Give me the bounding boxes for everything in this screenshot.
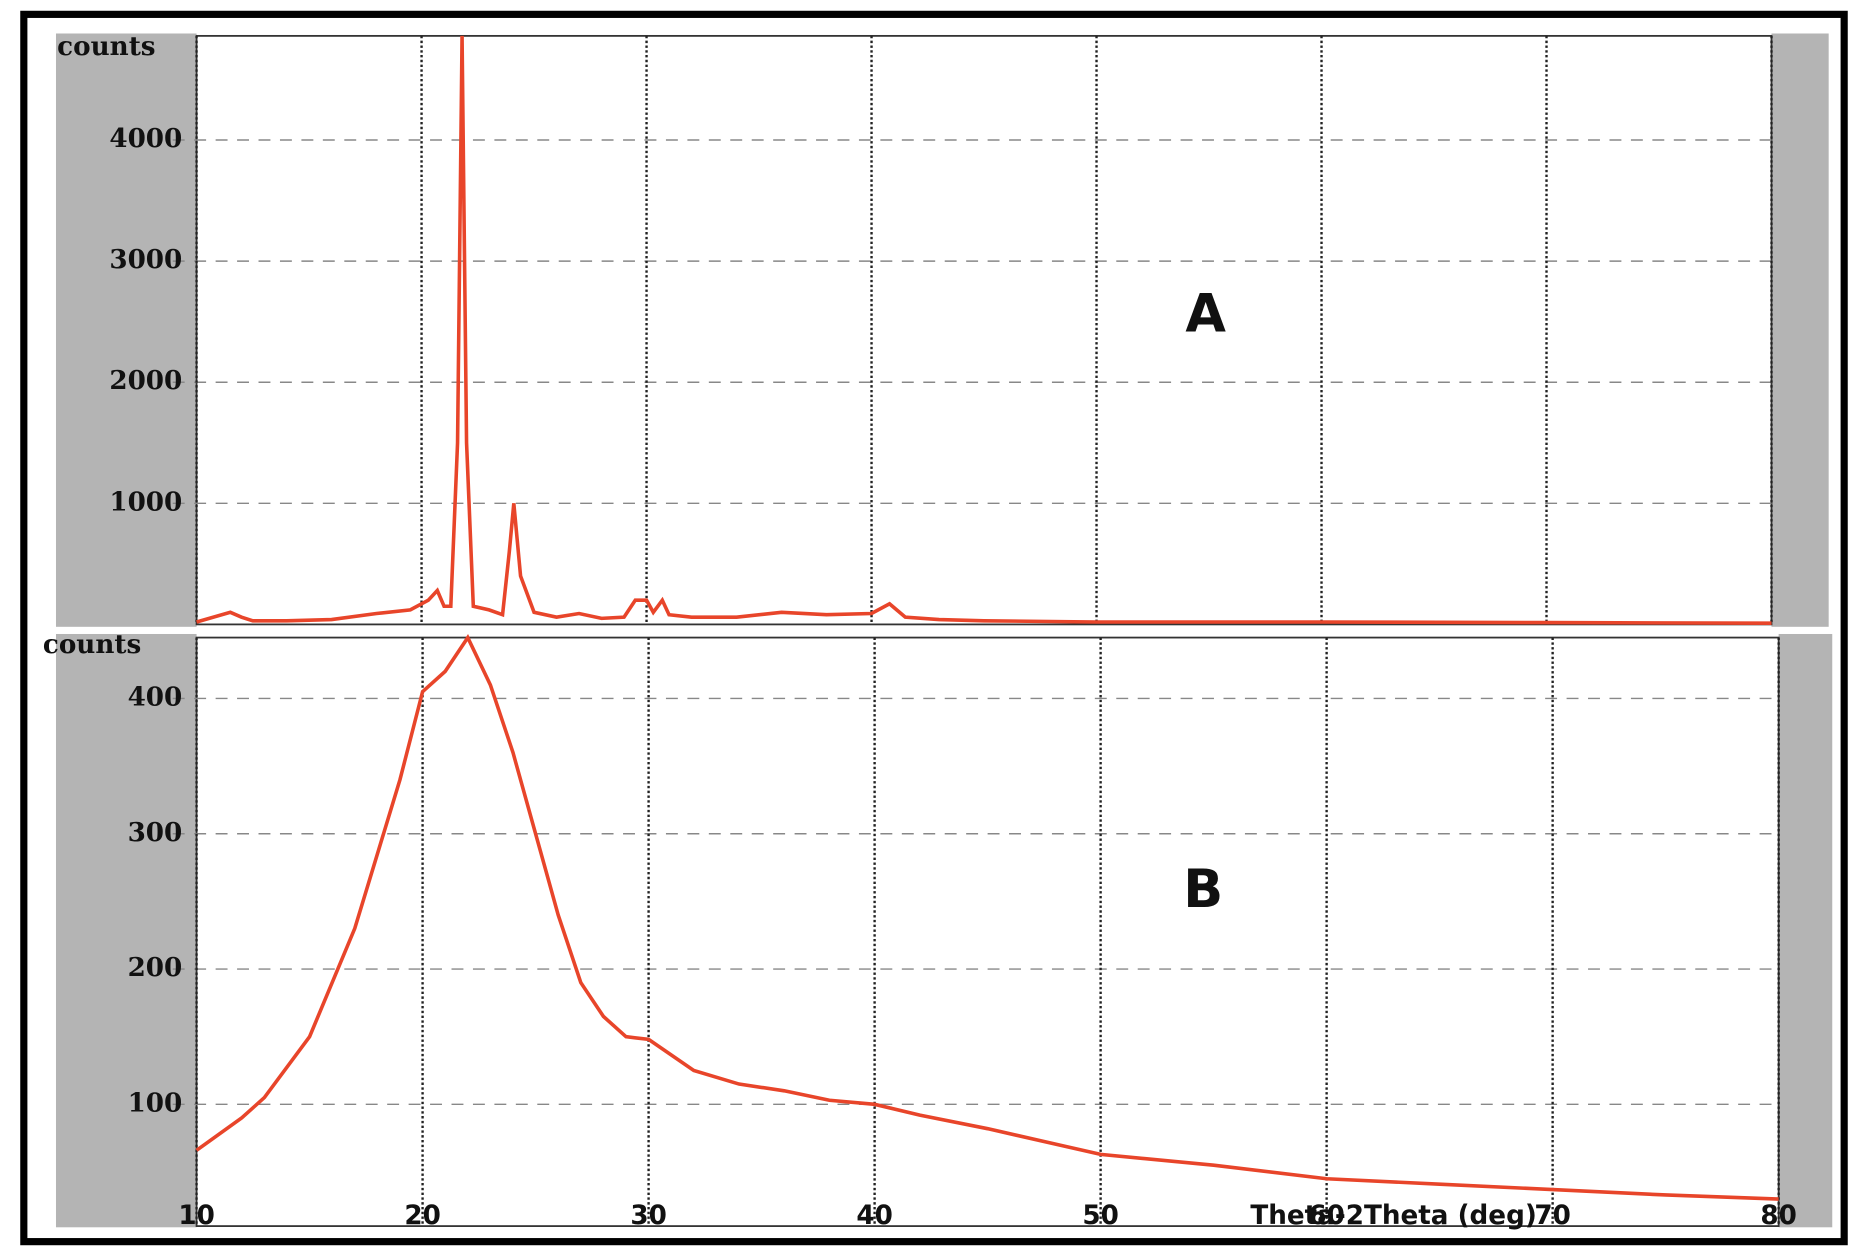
data-line bbox=[195, 633, 1779, 1201]
panel-annotation: B bbox=[1183, 859, 1223, 920]
plot-area bbox=[195, 34, 1773, 626]
plot-area bbox=[195, 636, 1780, 1227]
y-axis-label: counts bbox=[43, 629, 141, 660]
data-line bbox=[196, 35, 1772, 625]
y-tick-label: 4000 bbox=[109, 123, 182, 154]
side-band bbox=[55, 33, 197, 627]
panel-annotation: A bbox=[1185, 284, 1226, 345]
x-axis-label: Theta-2Theta (deg) bbox=[1250, 1201, 1536, 1231]
x-tick-label: 30 bbox=[630, 1201, 666, 1231]
x-tick-label: 70 bbox=[1534, 1201, 1570, 1231]
x-tick-label: 10 bbox=[178, 1201, 214, 1231]
y-tick-label: 200 bbox=[128, 952, 183, 983]
side-band bbox=[1778, 633, 1833, 1228]
x-tick-label: 80 bbox=[1760, 1201, 1796, 1231]
y-tick-label: 100 bbox=[128, 1087, 183, 1118]
x-tick-label: 50 bbox=[1082, 1201, 1118, 1231]
y-tick-label: 1000 bbox=[109, 486, 182, 517]
y-axis-label: counts bbox=[57, 31, 155, 62]
y-tick-label: 400 bbox=[128, 681, 183, 712]
x-tick-label: 40 bbox=[856, 1201, 892, 1231]
side-band bbox=[1771, 33, 1829, 627]
x-tick-label: 60 bbox=[1308, 1201, 1344, 1231]
y-tick-label: 300 bbox=[128, 817, 183, 848]
x-tick-label: 20 bbox=[404, 1201, 440, 1231]
y-tick-label: 2000 bbox=[109, 365, 182, 396]
side-band bbox=[55, 633, 197, 1228]
y-tick-label: 3000 bbox=[109, 244, 182, 275]
